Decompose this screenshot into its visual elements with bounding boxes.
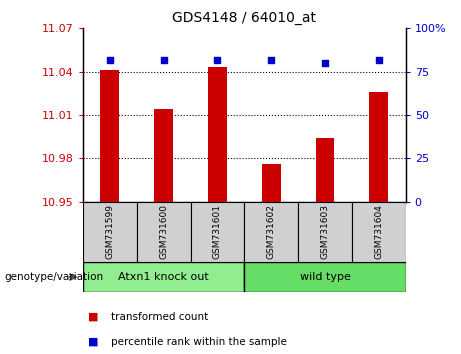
Text: GSM731602: GSM731602: [267, 204, 276, 259]
Text: percentile rank within the sample: percentile rank within the sample: [111, 337, 287, 347]
Bar: [100, 70, 119, 202]
Text: transformed count: transformed count: [111, 312, 208, 322]
Point: [106, 57, 113, 62]
Point: [214, 57, 221, 62]
Text: genotype/variation: genotype/variation: [5, 272, 104, 282]
Point: [375, 57, 383, 62]
Text: GSM731603: GSM731603: [320, 204, 330, 259]
Text: GSM731604: GSM731604: [374, 204, 383, 259]
Bar: [154, 109, 173, 202]
Bar: [298, 202, 352, 262]
Text: ■: ■: [88, 312, 98, 322]
Text: Atxn1 knock out: Atxn1 knock out: [118, 272, 209, 282]
Point: [160, 57, 167, 62]
Point: [321, 60, 329, 66]
Text: wild type: wild type: [300, 272, 350, 282]
Bar: [352, 202, 406, 262]
Title: GDS4148 / 64010_at: GDS4148 / 64010_at: [172, 11, 316, 24]
Text: GSM731599: GSM731599: [106, 204, 114, 259]
Bar: [316, 138, 334, 202]
Bar: [369, 92, 388, 202]
Bar: [83, 262, 244, 292]
Bar: [244, 262, 406, 292]
Point: [267, 57, 275, 62]
Bar: [244, 202, 298, 262]
Bar: [137, 202, 190, 262]
Text: GSM731601: GSM731601: [213, 204, 222, 259]
Bar: [262, 164, 281, 202]
Text: ■: ■: [88, 337, 98, 347]
Text: GSM731600: GSM731600: [159, 204, 168, 259]
Bar: [83, 202, 137, 262]
Bar: [190, 202, 244, 262]
Bar: [208, 67, 227, 202]
